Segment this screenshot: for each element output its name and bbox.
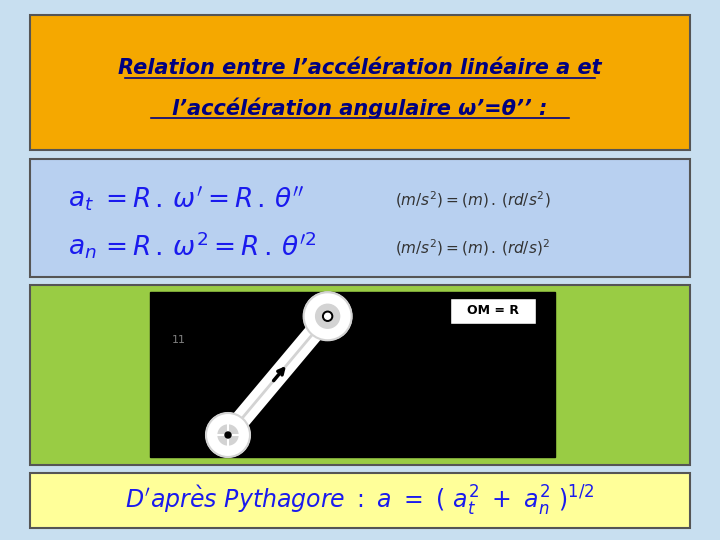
Text: $(m/s^2) = (m) \, . \, (rd/s^2)$: $(m/s^2) = (m) \, . \, (rd/s^2)$ — [395, 190, 551, 211]
Text: Relation entre l’accélération linéaire a et: Relation entre l’accélération linéaire a… — [118, 58, 602, 78]
Circle shape — [325, 313, 330, 319]
Text: 11: 11 — [172, 335, 186, 345]
FancyBboxPatch shape — [450, 298, 536, 324]
Text: $a_n$: $a_n$ — [68, 235, 96, 261]
Text: $a_t$: $a_t$ — [68, 187, 94, 213]
Circle shape — [225, 432, 231, 438]
FancyBboxPatch shape — [150, 292, 555, 457]
Circle shape — [304, 292, 351, 340]
Text: l’accélération angulaire ω’=θ’’ :: l’accélération angulaire ω’=θ’’ : — [172, 97, 548, 119]
FancyBboxPatch shape — [30, 15, 690, 150]
FancyBboxPatch shape — [30, 473, 690, 528]
Circle shape — [218, 425, 238, 445]
FancyBboxPatch shape — [30, 285, 690, 465]
Circle shape — [206, 413, 250, 457]
Circle shape — [315, 304, 340, 328]
FancyBboxPatch shape — [30, 159, 690, 277]
Text: $D'apr\grave{e}s\ Pythagore\ :\ a\ =\ (\ a_t^{2}\ +\ a_n^{2}\ )^{1/2}$: $D'apr\grave{e}s\ Pythagore\ :\ a\ =\ (\… — [125, 484, 595, 518]
Text: $= R \, . \, \omega^2 = R \, . \, \theta^{\prime 2}$: $= R \, . \, \omega^2 = R \, . \, \theta… — [100, 234, 317, 262]
Circle shape — [323, 311, 333, 321]
Text: $= R \, . \, \omega' = R \, . \, \theta''$: $= R \, . \, \omega' = R \, . \, \theta'… — [100, 187, 305, 213]
Text: OM = R: OM = R — [467, 305, 519, 318]
Text: $(m/s^2) = (m) \, . \, (rd/s)^2$: $(m/s^2) = (m) \, . \, (rd/s)^2$ — [395, 238, 550, 258]
